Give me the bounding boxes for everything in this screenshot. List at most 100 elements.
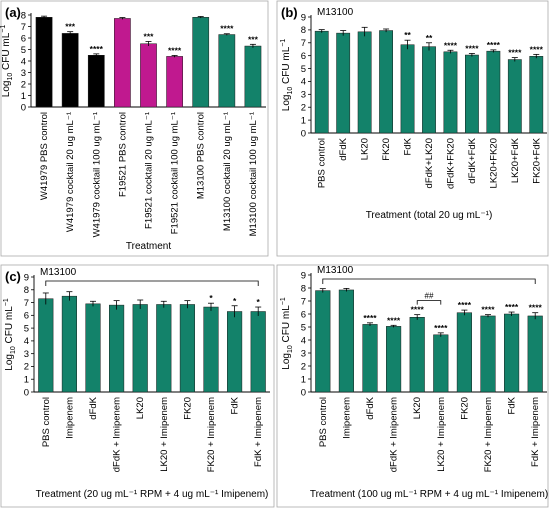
y-tick-label: 4 [301,77,306,88]
panel-frame [276,264,549,508]
significance-label: **** [529,303,543,313]
panel-frame [0,0,269,257]
y-tick-label: 6 [24,311,29,322]
y-axis-label-sub: 10 [7,73,14,81]
y-tick-label: 0 [21,102,26,113]
x-tick-label: F19521 PBS control [117,112,128,197]
y-axis-label-sup: −1 [0,25,7,33]
bar [87,55,105,108]
bar [338,289,354,393]
bar [218,34,236,108]
y-tick-label: 7 [301,38,306,49]
y-axis-label: Log10 CFU mL−1 [280,297,294,370]
significance-label: **** [444,40,458,50]
y-axis-label-rest: CFU mL [281,305,292,345]
strain-label: M13100 [317,7,354,18]
y-axis-label-main: Log [1,81,12,98]
y-tick-label: 0 [301,387,306,398]
x-tick-label: dFdK+FdK [467,137,478,183]
y-tick-label: 2 [24,362,29,373]
significance-label: **** [363,313,377,323]
bar [480,315,496,393]
significance-label: **** [481,305,495,315]
x-tick-label: W41979 PBS control [39,112,50,200]
y-axis-label-main: Log [281,353,292,370]
strain-label: M13100 [40,267,77,278]
bar [38,298,54,393]
y-tick-label: 5 [301,64,306,75]
y-tick-label: 0 [301,128,306,139]
significance-label: * [209,293,213,303]
bar [315,290,331,393]
y-tick-label: 9 [24,272,29,283]
bar [422,46,436,134]
x-tick-label: dFdK [338,137,349,160]
y-tick-label: 7 [301,296,306,307]
y-tick-label: 3 [24,349,29,360]
significance-label: *** [248,34,259,44]
strain-label: M13100 [317,265,354,276]
significance-label: **** [458,300,472,310]
bar [203,306,219,393]
y-tick-label: 9 [301,270,306,281]
significance-label: **** [387,315,401,325]
significance-bracket [45,280,259,286]
bar [443,51,458,134]
panel-frame [0,264,275,508]
x-tick-label: PBS control [317,138,328,188]
significance-label: **** [434,323,448,333]
y-tick-label: 3 [301,348,306,359]
y-tick-label: 2 [21,79,26,90]
x-tick-label: W41979 cocktail 100 ug mL⁻¹ [91,112,102,237]
y-tick-label: 7 [21,22,26,33]
significance-label: * [257,297,261,307]
significance-label: **** [465,43,479,53]
panel-label: (b) [281,5,298,20]
y-tick-label: 4 [21,56,26,67]
significance-label: **** [411,305,425,315]
bar [156,304,172,393]
significance-bracket [416,300,442,305]
x-tick-label: FK20 + Imipenem [206,397,217,472]
y-axis-label-sup: −1 [3,298,10,306]
bar [314,30,329,134]
x-tick-label: F19521 cocktail 100 ug mL⁻¹ [170,112,181,234]
bar [357,31,372,134]
bar [227,311,243,393]
y-tick-label: 8 [301,283,306,294]
significance-label: **** [530,44,544,54]
y-tick-label: 1 [24,375,29,386]
x-tick-label: FdK [403,137,414,155]
bar [465,54,479,134]
y-tick-label: 4 [24,336,29,347]
bar [486,50,501,134]
x-tick-label: FK20 + Imipenem [483,397,494,472]
x-tick-label: LK20 [135,397,146,419]
y-tick-label: 1 [301,374,306,385]
significance-label: **** [220,24,234,34]
bar [433,334,449,393]
bar [61,295,77,393]
x-tick-label: FdK [230,396,241,414]
x-tick-label: F19521 cocktail 20 ug mL⁻¹ [144,112,155,229]
bar [386,326,402,393]
x-tick-label: LK20 + Imipenem [436,397,447,472]
y-axis-label-sup: −1 [280,39,287,47]
x-tick-label: LK20 [412,397,423,419]
significance-bracket [322,278,536,284]
y-tick-label: 6 [301,309,306,320]
x-tick-label: dFdK+FK20 [445,138,456,189]
significance-label: **** [487,40,501,50]
bar [192,17,210,108]
y-axis-label: Log10 CFU mL−1 [3,298,17,371]
bar [400,44,415,134]
x-tick-label: dFdK [88,396,99,419]
y-axis-label-sub: 10 [287,345,294,353]
y-tick-label: 6 [301,51,306,62]
bar [336,32,351,134]
x-tick-label: LK20+FdK [510,137,521,183]
x-tick-label: FdK [507,396,518,414]
bar [379,30,393,134]
y-tick-label: 8 [21,10,26,21]
